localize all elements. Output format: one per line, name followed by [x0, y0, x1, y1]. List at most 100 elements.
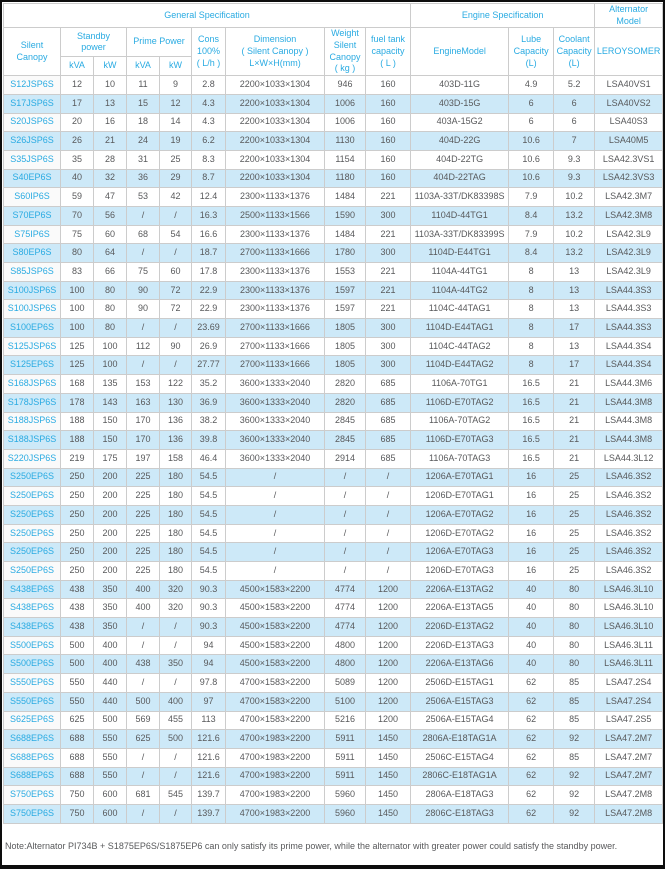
spec-cell: 440	[93, 691, 127, 712]
model-link[interactable]: S438EP6S	[3, 617, 61, 637]
spec-cell: 31	[126, 149, 160, 170]
model-link[interactable]: S26JSP6S	[3, 131, 61, 151]
table-row: S688EP6S 688 550 625 500 121.6 4700×1983×2200 5…	[3, 729, 664, 749]
model-link[interactable]: S188JSP6S	[3, 430, 61, 450]
spec-cell: 62	[508, 785, 555, 805]
model-link[interactable]: S750EP6S	[3, 803, 61, 824]
spec-cell: 946	[324, 75, 366, 95]
spec-cell: 22.9	[191, 299, 226, 320]
spec-cell: /	[324, 467, 366, 488]
model-link[interactable]: S688EP6S	[3, 729, 61, 749]
spec-cell: 300	[364, 355, 412, 376]
spec-cell: 92	[553, 766, 596, 787]
model-link[interactable]: S750EP6S	[3, 785, 61, 805]
spec-cell: 2806C-E18TAG3	[410, 803, 510, 824]
spec-cell: 1154	[324, 149, 366, 170]
model-link[interactable]: S100JSP6S	[3, 280, 61, 301]
spec-cell: 72	[159, 280, 192, 301]
model-link[interactable]: S500EP6S	[3, 635, 61, 656]
spec-cell: 2300×1133×1376	[225, 224, 325, 245]
model-link[interactable]: S250EP6S	[3, 486, 61, 506]
spec-cell: 70	[60, 205, 94, 226]
model-link[interactable]: S20JSP6S	[3, 112, 61, 133]
model-link[interactable]: S168JSP6S	[3, 374, 61, 394]
spec-cell: 1106A-70TG1	[410, 374, 510, 394]
spec-cell: /	[159, 617, 192, 637]
model-link[interactable]: S438EP6S	[3, 598, 61, 619]
spec-cell: 25	[553, 523, 596, 544]
spec-cell: 21	[553, 448, 596, 469]
model-link[interactable]: S625EP6S	[3, 710, 61, 731]
spec-cell: 16.6	[191, 224, 226, 245]
spec-cell: 550	[93, 729, 127, 749]
spec-cell: 13	[553, 262, 596, 282]
model-link[interactable]: S250EP6S	[3, 561, 61, 581]
spec-cell: 25	[553, 504, 596, 525]
spec-cell: 750	[60, 803, 94, 824]
table-header: General Specification Engine Specificati…	[2, 2, 664, 77]
spec-cell: 5911	[324, 766, 366, 787]
spec-cell: 500	[93, 710, 127, 731]
spec-cell: 1200	[364, 617, 412, 637]
model-link[interactable]: S438EP6S	[3, 579, 61, 600]
model-link[interactable]: S688EP6S	[3, 766, 61, 787]
model-link[interactable]: S60IP6S	[3, 187, 61, 207]
model-link[interactable]: S100JSP6S	[3, 299, 61, 320]
spec-cell: 9.3	[553, 168, 596, 189]
model-link[interactable]: S550EP6S	[3, 691, 61, 712]
model-link[interactable]: S125JSP6S	[3, 336, 61, 357]
spec-cell: 404D-22G	[410, 131, 510, 151]
spec-cell: 80	[93, 318, 127, 338]
spec-cell: 1450	[364, 766, 412, 787]
table-row: S438EP6S 438 350 400 320 90.3 4500×1583×2200 47…	[3, 579, 664, 600]
model-link[interactable]: S178JSP6S	[3, 392, 61, 413]
model-link[interactable]: S85JSP6S	[3, 262, 61, 282]
spec-cell: 9	[159, 75, 192, 95]
model-link[interactable]: S125EP6S	[3, 355, 61, 376]
model-link[interactable]: S250EP6S	[3, 504, 61, 525]
spec-cell: 160	[364, 75, 412, 95]
model-link[interactable]: S550EP6S	[3, 673, 61, 693]
model-link[interactable]: S35JSP6S	[3, 149, 61, 170]
model-link[interactable]: S17JSP6S	[3, 93, 61, 114]
model-link[interactable]: S12JSP6S	[3, 75, 61, 95]
spec-cell: 4700×1983×2200	[225, 785, 325, 805]
model-link[interactable]: S75IP6S	[3, 224, 61, 245]
spec-cell: 21	[93, 131, 127, 151]
spec-cell: 2506A-E15TAG3	[410, 691, 510, 712]
spec-cell: 400	[93, 635, 127, 656]
spec-cell: 500	[126, 691, 160, 712]
spec-cell: 17.8	[191, 262, 226, 282]
spec-cell: LSA46.3S2	[594, 561, 664, 581]
spec-cell: /	[324, 542, 366, 562]
model-link[interactable]: S500EP6S	[3, 654, 61, 675]
spec-cell: 200	[93, 542, 127, 562]
spec-cell: 4.3	[191, 93, 226, 114]
model-link[interactable]: S688EP6S	[3, 747, 61, 768]
spec-cell: 1200	[364, 673, 412, 693]
spec-cell: 100	[93, 355, 127, 376]
spec-cell: 21	[553, 430, 596, 450]
table-row: S12JSP6S 12 10 11 9 2.8 2200×1033×1304 946 160 40…	[3, 75, 664, 95]
spec-cell: 569	[126, 710, 160, 731]
model-link[interactable]: S250EP6S	[3, 542, 61, 562]
spec-cell: 440	[93, 673, 127, 693]
spec-cell: 1104D-E44TAG1	[410, 318, 510, 338]
spec-cell: 170	[126, 411, 160, 432]
spec-cell: 29	[159, 168, 192, 189]
spec-cell: 6	[553, 112, 596, 133]
table-row: S250EP6S 250 200 225 180 54.5///1206D-E70TAG3…	[3, 561, 664, 581]
spec-cell: 4700×1583×2200	[225, 691, 325, 712]
model-link[interactable]: S70EP6S	[3, 205, 61, 226]
model-link[interactable]: S250EP6S	[3, 523, 61, 544]
spec-cell: 4700×1983×2200	[225, 747, 325, 768]
spec-cell: 550	[93, 747, 127, 768]
model-link[interactable]: S80EP6S	[3, 243, 61, 263]
spec-cell: /	[126, 803, 160, 824]
model-link[interactable]: S250EP6S	[3, 467, 61, 488]
model-link[interactable]: S220JSP6S	[3, 448, 61, 469]
model-link[interactable]: S40EP6S	[3, 168, 61, 189]
spec-cell: LSA40S3	[594, 112, 664, 133]
model-link[interactable]: S188JSP6S	[3, 411, 61, 432]
model-link[interactable]: S100EP6S	[3, 318, 61, 338]
